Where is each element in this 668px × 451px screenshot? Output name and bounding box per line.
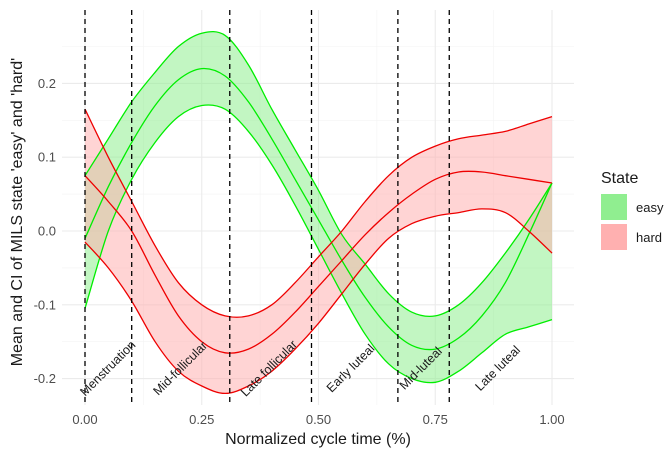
x-tick-label: 0.75	[423, 412, 448, 427]
ribbon-hard	[85, 109, 552, 394]
ribbon-easy	[85, 31, 552, 383]
x-tick-label: 0.25	[189, 412, 214, 427]
y-tick-label: 0.0	[38, 224, 56, 239]
x-tick-label: 1.00	[539, 412, 564, 427]
line-easy-mean	[84, 67, 553, 351]
tick-labels: 0.00 0.25 0.50 0.75 1.00 -0.2 -0.1 0.0 0.1 0.2	[34, 76, 565, 427]
y-tick-label: -0.2	[34, 371, 56, 386]
y-tick-label: -0.1	[34, 297, 56, 312]
line-easy-upper	[84, 30, 553, 317]
phase-label: Early luteal	[324, 342, 378, 396]
y-axis-label: Mean and CI of MILS state 'easy' and 'ha…	[9, 58, 26, 366]
legend-title: State	[601, 170, 638, 187]
legend-key-hard	[601, 224, 627, 250]
legend-label-hard: hard	[636, 230, 662, 245]
line-easy-lower	[84, 104, 553, 384]
x-tick-label: 0.50	[306, 412, 331, 427]
line-hard-lower	[84, 208, 553, 395]
series-lines	[84, 30, 553, 395]
x-tick-label: 0.00	[72, 412, 97, 427]
y-tick-label: 0.1	[38, 150, 56, 165]
phase-boundaries	[84, 10, 450, 405]
y-tick-label: 0.2	[38, 76, 56, 91]
line-hard-mean	[84, 170, 553, 354]
x-axis-label: Normalized cycle time (%)	[225, 431, 411, 448]
line-hard-upper	[84, 108, 553, 318]
legend: State easy hard	[601, 170, 664, 250]
legend-key-easy	[601, 194, 627, 220]
confidence-ribbons	[85, 31, 552, 394]
legend-label-easy: easy	[636, 200, 664, 215]
phase-label: Menstruation	[77, 338, 138, 399]
